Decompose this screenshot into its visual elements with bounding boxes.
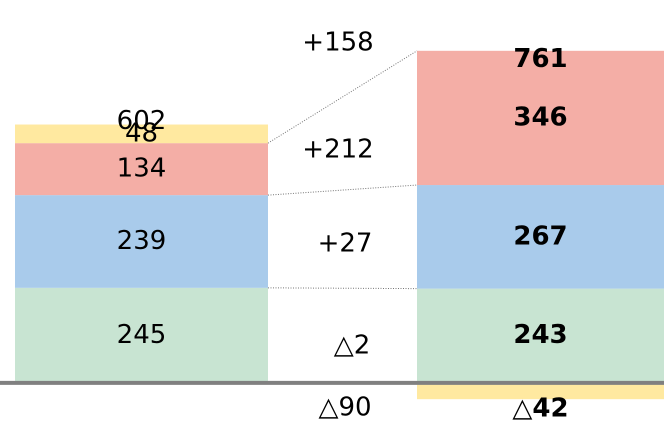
bar-segment — [15, 287, 268, 383]
change-label: △2 — [334, 331, 371, 361]
change-label: +27 — [318, 229, 373, 259]
bar-segment — [15, 143, 268, 196]
value-label: 346 — [513, 102, 567, 132]
value-label: 243 — [513, 320, 567, 350]
connector-line — [267, 184, 418, 196]
value-label: △42 — [512, 394, 568, 424]
change-label: +158 — [302, 28, 373, 58]
total-label: 602 — [117, 106, 167, 136]
value-label: 48 — [125, 118, 158, 148]
value-label: 239 — [117, 226, 167, 256]
value-label: 267 — [513, 221, 567, 251]
connector-line — [267, 287, 418, 290]
total-label: 761 — [513, 44, 567, 74]
bar-segment — [15, 124, 268, 144]
change-label: +212 — [302, 135, 373, 165]
bar-segment — [417, 382, 664, 400]
value-label: 134 — [117, 154, 167, 184]
connector-line — [267, 50, 418, 144]
bar-segment — [417, 185, 664, 289]
value-label: 245 — [117, 320, 167, 350]
change-label: △90 — [318, 393, 371, 423]
bar-segment — [417, 50, 664, 186]
bar-segment — [417, 288, 664, 383]
bar-segment — [15, 195, 268, 288]
